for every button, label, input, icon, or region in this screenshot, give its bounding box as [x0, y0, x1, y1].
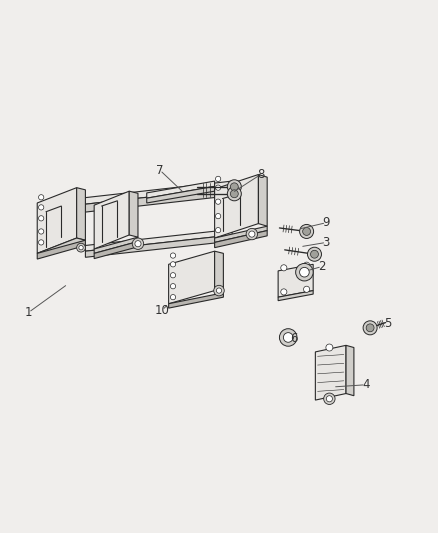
- Circle shape: [366, 324, 374, 332]
- Circle shape: [215, 214, 221, 219]
- Polygon shape: [215, 231, 267, 248]
- Polygon shape: [37, 188, 77, 253]
- Polygon shape: [215, 251, 223, 293]
- Circle shape: [300, 224, 314, 238]
- Polygon shape: [346, 345, 354, 395]
- Circle shape: [170, 253, 176, 258]
- Circle shape: [326, 395, 332, 402]
- Polygon shape: [258, 174, 267, 226]
- Circle shape: [304, 262, 310, 268]
- Circle shape: [39, 240, 44, 245]
- Circle shape: [227, 187, 241, 201]
- Polygon shape: [147, 187, 215, 203]
- Text: 5: 5: [384, 317, 391, 330]
- Polygon shape: [215, 226, 267, 243]
- Circle shape: [281, 265, 287, 271]
- Circle shape: [326, 344, 333, 351]
- Polygon shape: [85, 235, 232, 257]
- Text: 4: 4: [362, 378, 370, 391]
- Circle shape: [230, 190, 238, 198]
- Circle shape: [170, 284, 176, 289]
- Text: 6: 6: [290, 332, 297, 345]
- Circle shape: [303, 228, 311, 236]
- Circle shape: [324, 393, 335, 405]
- Circle shape: [227, 180, 241, 194]
- Circle shape: [215, 228, 221, 233]
- Circle shape: [170, 262, 176, 267]
- Text: 8: 8: [257, 168, 264, 181]
- Circle shape: [170, 273, 176, 278]
- Polygon shape: [129, 191, 138, 237]
- Polygon shape: [85, 229, 232, 251]
- Polygon shape: [278, 290, 313, 301]
- Text: 3: 3: [323, 236, 330, 249]
- Polygon shape: [37, 240, 85, 259]
- Polygon shape: [169, 293, 223, 308]
- Polygon shape: [215, 174, 258, 238]
- Polygon shape: [278, 264, 313, 297]
- Circle shape: [246, 229, 258, 240]
- Circle shape: [215, 199, 221, 204]
- Text: 7: 7: [156, 164, 164, 176]
- Circle shape: [363, 321, 377, 335]
- Circle shape: [132, 238, 144, 249]
- Circle shape: [215, 176, 221, 182]
- Circle shape: [39, 229, 44, 234]
- Text: 9: 9: [322, 216, 330, 229]
- Circle shape: [300, 268, 309, 277]
- Circle shape: [39, 205, 44, 210]
- Circle shape: [230, 183, 238, 191]
- Circle shape: [279, 329, 297, 346]
- Polygon shape: [315, 345, 346, 400]
- Circle shape: [311, 251, 318, 258]
- Circle shape: [170, 295, 176, 300]
- Polygon shape: [77, 188, 232, 213]
- Circle shape: [249, 231, 255, 237]
- Circle shape: [79, 246, 83, 250]
- Circle shape: [39, 195, 44, 200]
- Polygon shape: [169, 251, 215, 304]
- Polygon shape: [147, 181, 215, 198]
- Circle shape: [215, 185, 221, 190]
- Circle shape: [304, 286, 310, 292]
- Polygon shape: [94, 241, 138, 259]
- Polygon shape: [77, 188, 85, 240]
- Polygon shape: [37, 238, 85, 255]
- Polygon shape: [77, 181, 232, 205]
- Circle shape: [281, 289, 287, 295]
- Polygon shape: [94, 237, 138, 253]
- Circle shape: [39, 216, 44, 221]
- Circle shape: [216, 288, 222, 293]
- Circle shape: [283, 333, 293, 342]
- Circle shape: [296, 263, 313, 281]
- Circle shape: [77, 243, 85, 252]
- Circle shape: [135, 241, 141, 247]
- Polygon shape: [94, 191, 129, 249]
- Circle shape: [307, 247, 321, 261]
- Text: 1: 1: [25, 306, 32, 319]
- Circle shape: [214, 285, 224, 296]
- Text: 10: 10: [155, 304, 170, 317]
- Text: 2: 2: [318, 260, 326, 273]
